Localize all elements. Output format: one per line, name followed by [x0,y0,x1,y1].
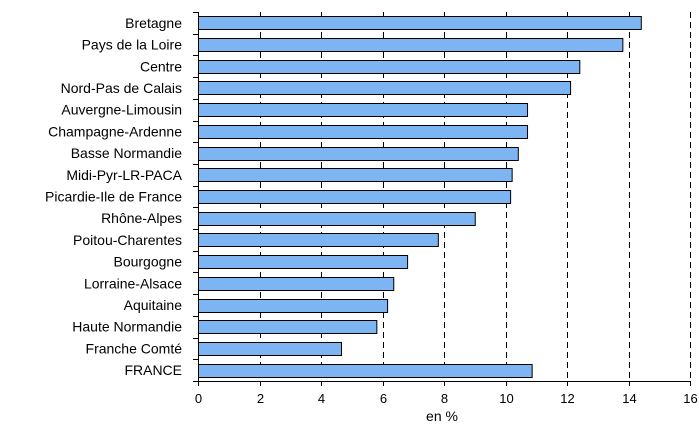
category-label: Bourgogne [113,254,182,270]
category-label: Pays de la Loire [82,37,183,53]
category-label: Haute Normandie [72,319,182,335]
x-tick-label: 2 [257,391,264,406]
category-label: FRANCE [124,362,182,378]
x-tick-label: 14 [622,391,636,406]
category-label: Picardie-Ile de France [45,189,182,205]
bar-15 [198,342,342,356]
bar-13 [198,299,389,313]
category-label: Midi-Pyr-LR-PACA [66,167,182,183]
bar-7 [198,168,513,182]
bar-4 [198,103,529,117]
category-label: Nord-Pas de Calais [61,80,182,96]
category-label: Franche Comté [86,340,183,356]
category-label: Lorraine-Alsace [84,275,182,291]
bars [198,16,642,378]
bar-5 [198,125,529,139]
bar-10 [198,233,439,247]
x-axis-title: en % [426,408,458,424]
bar-2 [198,60,581,74]
category-label: Basse Normandie [71,145,182,161]
category-label: Aquitaine [124,297,183,313]
x-tick-label: 4 [318,391,325,406]
bar-6 [198,147,519,161]
bar-14 [198,320,378,334]
bar-0 [198,16,642,30]
category-label: Rhône-Alpes [101,210,182,226]
x-tick-label: 16 [683,391,697,406]
x-tick-label: 0 [195,391,202,406]
bar-9 [198,212,476,226]
bar-1 [198,38,624,52]
x-ticks: 0 2 4 6 8 10 12 14 16 [195,381,698,406]
bar-12 [198,277,395,291]
bar-8 [198,190,512,204]
x-tick-label: 12 [560,391,574,406]
x-tick-label: 10 [499,391,513,406]
category-labels: Bretagne Pays de la Loire Centre Nord-Pas d… [45,15,183,378]
category-label: Poitou-Charentes [73,232,182,248]
category-label: Auvergne-Limousin [61,102,182,118]
bar-3 [198,81,572,95]
category-label: Champagne-Ardenne [48,123,182,139]
bar-16 [198,364,533,378]
x-tick-label: 8 [441,391,448,406]
x-tick-label: 6 [380,391,387,406]
category-label: Centre [140,58,182,74]
bar-11 [198,255,409,269]
category-label: Bretagne [125,15,182,31]
